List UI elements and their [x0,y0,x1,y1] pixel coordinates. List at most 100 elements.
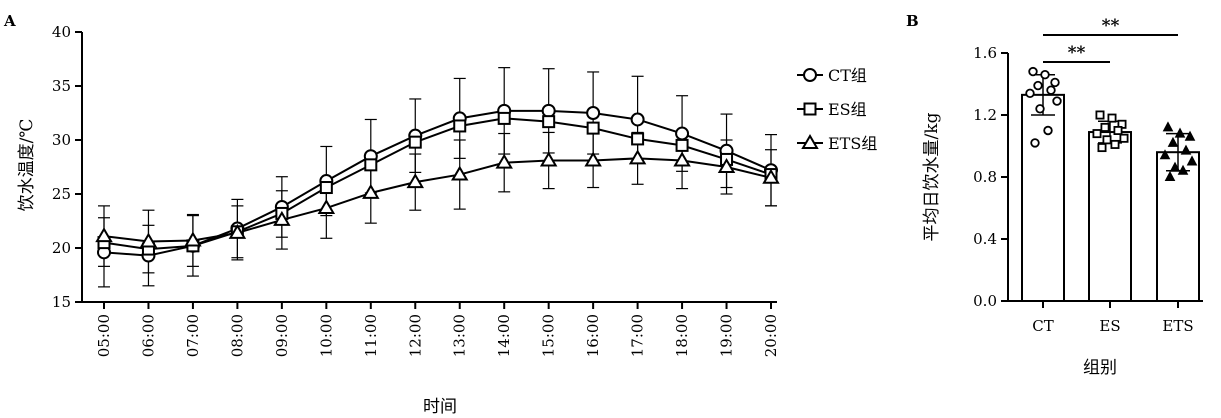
x-tick-label: 15:00 [540,314,558,357]
data-point-circle [1050,77,1060,88]
data-point-triangle [406,173,425,189]
data-point-square [1119,133,1129,143]
x-tick-label: ETS [1162,317,1193,335]
line-chart-axes: 15 20 25 30 35 40 05:00 06:00 07:00 08:00 09:00 10:… [52,23,780,357]
x-tick-label: 14:00 [495,314,513,357]
y-tick-label: 15 [52,293,71,311]
data-point-circle [630,112,645,127]
legend-marker-square [803,102,817,116]
data-point-triangle [228,223,247,239]
data-point-triangle [628,149,647,165]
data-point-square [1092,129,1102,139]
x-tick-label: 08:00 [228,314,246,357]
data-point-square [542,115,556,129]
data-point-circle [586,106,601,120]
data-point-square [319,181,333,195]
data-point-circle [1052,96,1062,106]
data-point-triangle [450,165,469,181]
data-point-circle [1043,125,1053,136]
series-line-circle [103,109,772,257]
bar-chart-significance: ** ** [1043,16,1178,63]
line-chart-xlabel: 时间 [423,397,457,417]
data-point-circle [1040,69,1050,80]
data-point-circle [1033,80,1043,91]
data-point-triangle [1180,144,1192,155]
data-point-square [586,121,600,135]
data-point-square [364,158,378,172]
x-tick-label: ES [1099,317,1120,335]
legend-label: ETS组 [828,134,877,153]
legend-marker-circle [803,68,817,82]
bar-ets [1156,151,1200,302]
data-point-square [1107,113,1117,123]
data-point-square [408,135,422,149]
bar-chart: 0.0 0.4 0.8 1.2 1.6 CT ES ETS ** ** 平均日饮水量/kg 组别 [922,16,1203,378]
data-point-triangle [1177,164,1189,175]
legend-label: ES组 [828,100,867,119]
data-point-circle [1046,85,1056,95]
data-point-triangle [1162,121,1174,132]
series-line-square [103,117,772,251]
series-line-triangle [103,157,772,243]
data-point-triangle [1174,127,1186,138]
legend-label: CT组 [828,66,867,85]
y-tick-label: 1.6 [973,44,997,62]
data-point-triangle [717,158,736,173]
data-point-square [453,119,467,133]
data-point-triangle [762,168,780,184]
x-tick-label: 09:00 [273,314,291,357]
bar-chart-bars [1021,66,1200,302]
data-point-triangle [184,231,202,247]
data-point-circle [1030,138,1040,148]
data-point-square [1113,126,1123,136]
y-tick-label: 40 [52,23,71,41]
panel-b-label: B [906,12,919,30]
x-tick-label: 05:00 [95,314,113,357]
data-point-triangle [139,232,158,248]
panel-a-label: A [3,12,16,30]
data-point-circle [1025,88,1035,98]
data-point-triangle [95,227,113,243]
data-point-triangle [1164,170,1176,181]
x-tick-label: 16:00 [584,314,602,357]
y-tick-label: 0.0 [973,292,997,310]
data-point-circle [1028,66,1038,77]
line-chart-ylabel: 饮水温度/℃ [17,119,37,212]
data-point-square [675,138,689,152]
x-tick-label: 06:00 [139,314,157,357]
data-point-triangle [317,199,336,215]
data-point-square [1095,110,1105,120]
x-tick-label: CT [1032,317,1053,335]
data-point-triangle [1169,161,1181,172]
data-point-circle [675,126,690,141]
data-point-triangle [362,183,380,199]
data-point-circle [1035,104,1045,114]
data-point-triangle [495,153,513,169]
data-point-triangle [1186,155,1198,166]
y-tick-label: 0.8 [973,168,997,186]
y-tick-label: 1.2 [973,106,997,124]
y-tick-label: 30 [52,131,71,149]
bar-chart-xlabel: 组别 [1083,358,1117,378]
data-point-square [1097,143,1107,153]
x-tick-label: 10:00 [317,314,335,357]
data-point-square [1110,139,1120,149]
line-chart-legend: CT组 ES组 ETS组 [797,66,877,153]
bar-ct [1021,93,1065,302]
y-tick-label: 0.4 [973,230,997,248]
data-point-square [1102,135,1112,145]
x-tick-label: 19:00 [718,314,736,357]
data-point-triangle [273,210,291,226]
data-point-triangle [539,151,558,167]
line-chart-series [95,67,780,288]
data-point-square [1100,122,1110,132]
y-tick-label: 20 [52,239,71,257]
x-tick-label: 11:00 [362,314,380,357]
data-point-triangle [1184,130,1196,141]
x-tick-label: 13:00 [451,314,469,357]
significance-label: ** [1068,43,1086,63]
x-tick-label: 07:00 [184,314,202,357]
bar-chart-ylabel: 平均日饮水量/kg [922,112,942,241]
